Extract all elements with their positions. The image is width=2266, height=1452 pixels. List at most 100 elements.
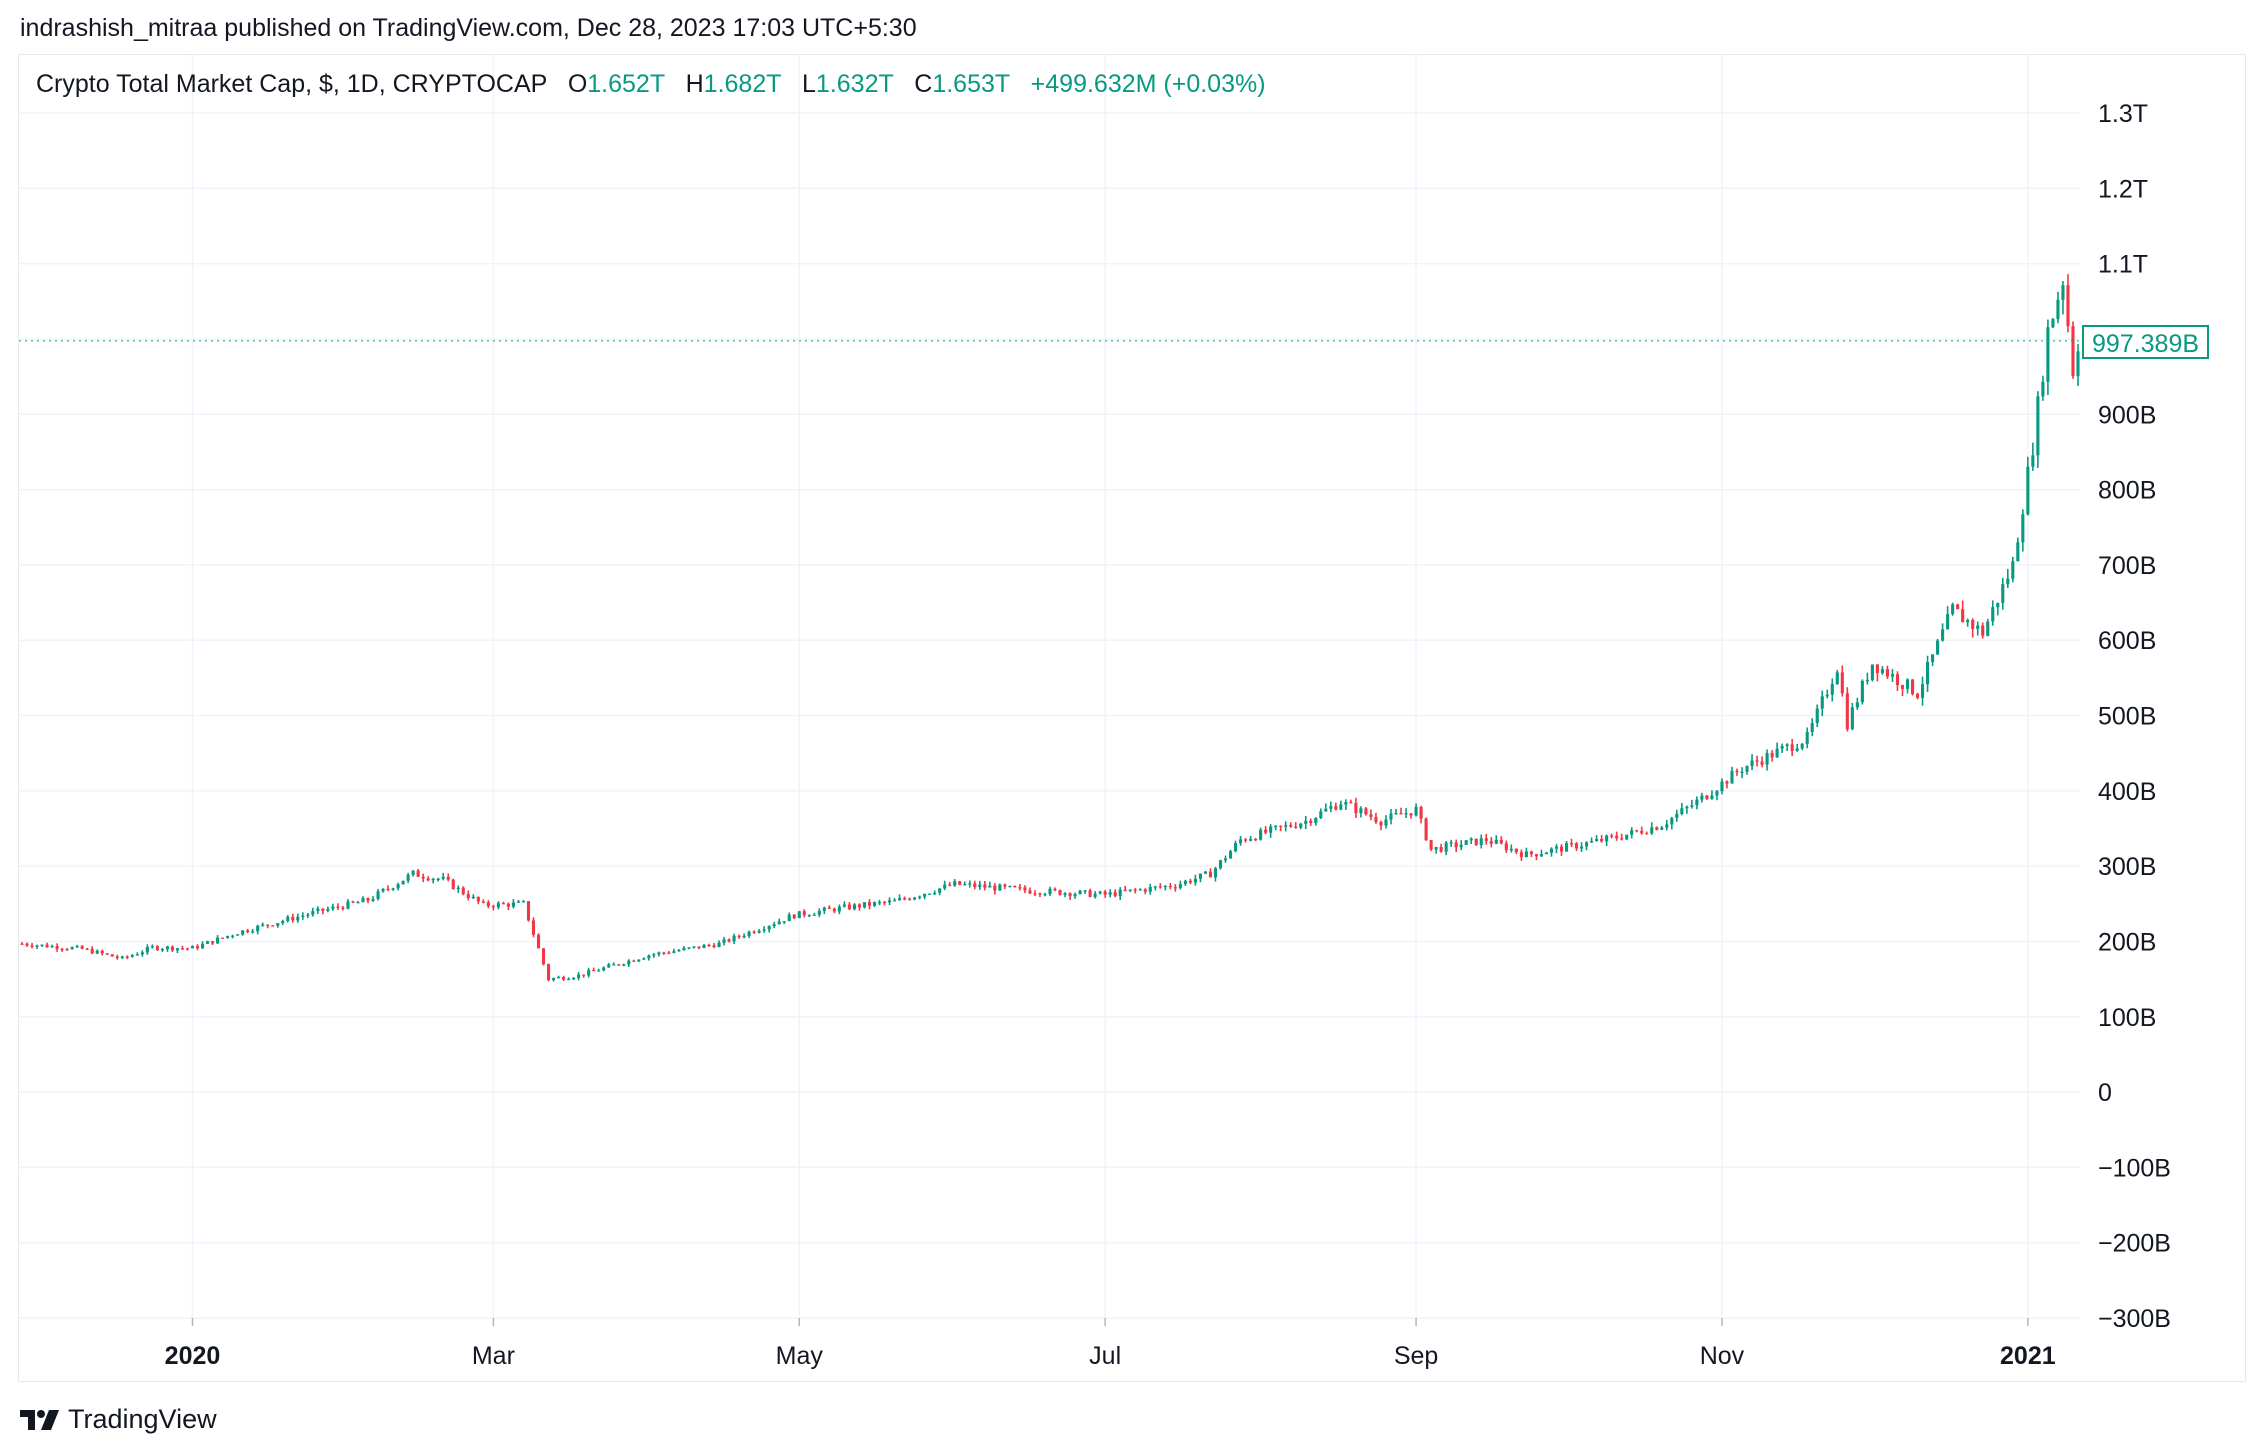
candle-body	[486, 902, 490, 907]
candle-body	[1374, 816, 1378, 823]
candle-body	[416, 870, 420, 877]
y-tick-label: −200B	[2098, 1230, 2171, 1258]
candle-body	[1730, 770, 1734, 784]
candle-body	[396, 884, 400, 889]
candle-body	[582, 974, 586, 976]
candle-body	[652, 954, 656, 956]
candle-body	[1715, 791, 1719, 796]
candle-body	[767, 926, 771, 930]
candle-body	[1670, 817, 1674, 825]
candle-body	[190, 946, 195, 949]
candle-body	[536, 934, 541, 949]
candle-body	[1675, 813, 1679, 818]
candle-body	[827, 907, 831, 909]
candle-body	[692, 946, 696, 948]
candle-body	[757, 930, 761, 933]
candle-body	[356, 902, 360, 904]
candle-body	[1830, 684, 1834, 695]
candle-body	[1138, 889, 1142, 891]
candle-body	[637, 959, 641, 962]
candle-body	[1825, 694, 1829, 697]
candle-body	[246, 930, 250, 933]
candle-body	[1479, 838, 1483, 846]
candle-body	[797, 911, 801, 919]
candle-body	[1264, 829, 1268, 833]
high-key: H	[685, 70, 704, 98]
candle-body	[551, 978, 556, 981]
x-tick-label: Nov	[1700, 1342, 1745, 1370]
low-key: L	[802, 70, 816, 98]
candle-body	[882, 901, 887, 904]
candle-body	[541, 948, 546, 965]
candle-body	[732, 935, 736, 942]
candle-body	[85, 948, 89, 950]
candle-body	[1564, 843, 1569, 852]
candle-body	[1354, 803, 1358, 814]
candle-body	[993, 885, 997, 891]
high-value: 1.682T	[703, 70, 782, 98]
candle-body	[1484, 838, 1488, 842]
candle-body	[75, 946, 79, 948]
candle-body	[1966, 620, 1970, 623]
candle-body	[221, 937, 225, 939]
candle-body	[1459, 844, 1463, 848]
candle-body	[1936, 640, 1940, 655]
candle-body	[908, 898, 912, 901]
candle-body	[587, 970, 591, 976]
candle-body	[1840, 672, 1844, 694]
candle-body	[291, 916, 295, 921]
candle-body	[236, 934, 240, 936]
candle-body	[787, 914, 791, 922]
candle-body	[331, 906, 335, 909]
candle-body	[1173, 887, 1177, 889]
candle-body	[1665, 824, 1669, 828]
candle-body	[1244, 839, 1248, 841]
candle-body	[2006, 578, 2010, 585]
candle-body	[431, 878, 435, 881]
brand-name: TradingView	[68, 1404, 217, 1434]
candle-body	[226, 935, 230, 938]
candle-body	[401, 880, 405, 885]
candle-body	[697, 946, 701, 949]
candle-body	[1464, 840, 1468, 845]
candle-body	[892, 900, 897, 902]
candle-body	[682, 947, 686, 951]
candle-body	[1168, 885, 1172, 888]
candle-body	[180, 948, 185, 950]
candle-body	[506, 903, 510, 907]
candle-body	[251, 931, 255, 933]
candle-body	[1820, 696, 1824, 709]
y-tick-label: 1.2T	[2098, 175, 2148, 203]
candle-body	[1324, 808, 1328, 812]
candle-body	[983, 884, 987, 888]
candle-body	[1529, 851, 1533, 855]
candle-body	[672, 951, 676, 953]
candle-body	[1434, 846, 1438, 850]
candle-body	[712, 945, 716, 948]
candle-body	[867, 902, 872, 906]
y-tick-label: 800B	[2098, 477, 2156, 505]
candle-body	[1213, 868, 1218, 878]
candle-body	[205, 941, 210, 944]
candle-body	[1986, 621, 1990, 636]
candle-body	[336, 906, 340, 908]
candle-body	[160, 949, 164, 951]
candle-body	[2021, 514, 2025, 543]
candle-body	[110, 954, 114, 957]
candle-body	[1810, 722, 1814, 733]
candle-body	[657, 952, 661, 955]
candle-body	[1579, 846, 1584, 849]
candle-body	[1254, 839, 1258, 841]
candle-body	[822, 907, 826, 911]
candle-body	[1504, 843, 1508, 851]
candle-body	[752, 931, 756, 933]
candle-body	[1524, 851, 1528, 858]
candle-body	[1539, 854, 1543, 857]
candle-body	[266, 924, 270, 926]
candle-body	[150, 946, 154, 948]
candle-body	[1509, 848, 1513, 851]
x-tick-label: May	[776, 1342, 824, 1370]
candle-body	[1900, 685, 1905, 689]
tradingview-brand[interactable]: TradingView	[20, 1404, 217, 1435]
